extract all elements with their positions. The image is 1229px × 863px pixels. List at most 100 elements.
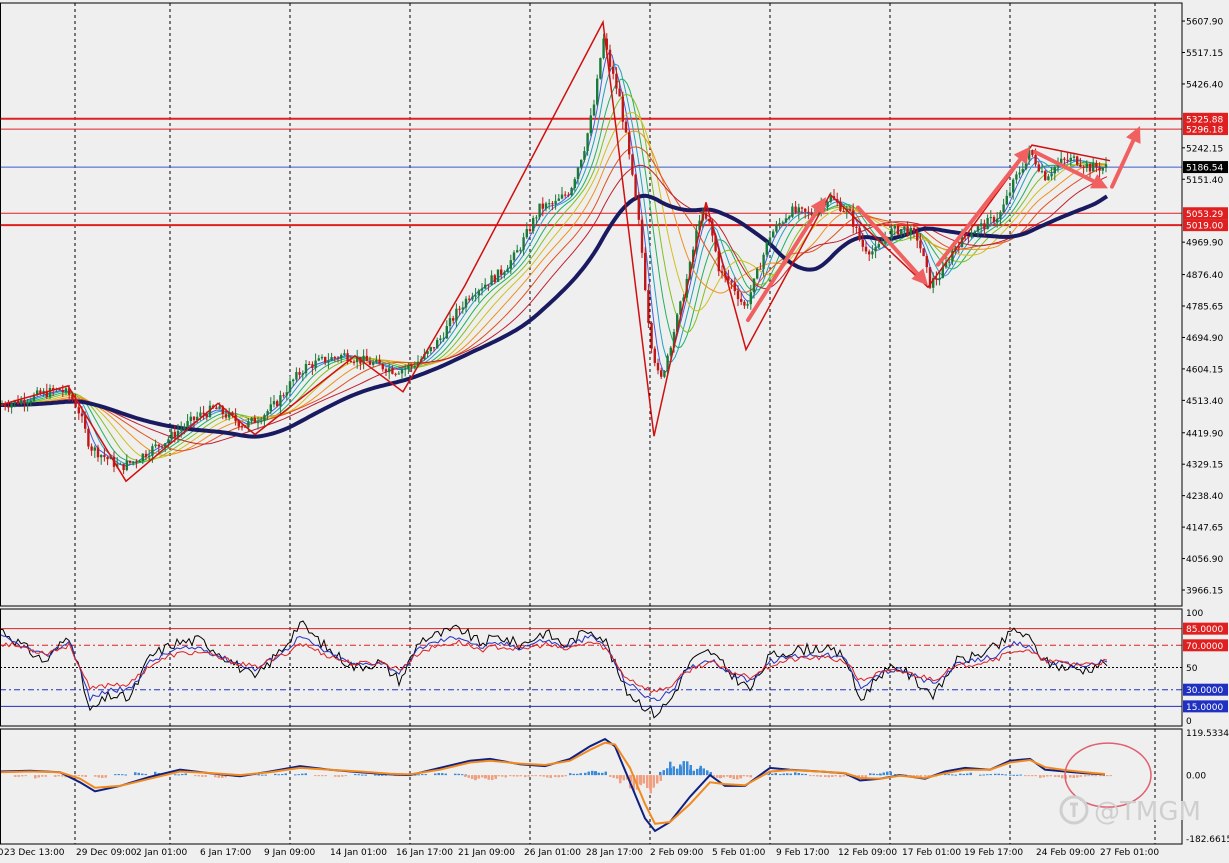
candle-body	[240, 426, 244, 428]
macd-histogram-bar	[649, 775, 652, 790]
time-label: 2 Feb 09:00	[650, 848, 704, 858]
rsi-scale-label: 0	[1186, 717, 1192, 727]
candle-body	[80, 413, 84, 417]
macd-histogram-bar	[564, 775, 567, 777]
macd-histogram-bar	[174, 774, 177, 776]
candle-body	[695, 230, 698, 250]
macd-histogram-bar	[141, 773, 144, 776]
candle-body	[308, 364, 311, 366]
candle-body	[810, 212, 813, 215]
candle-body	[644, 252, 647, 290]
macd-histogram-bar	[221, 775, 224, 778]
rsi-level-label: 85.0000	[1186, 625, 1223, 635]
candle-body	[538, 203, 541, 218]
candle-body	[756, 268, 759, 279]
candle-body	[624, 121, 628, 133]
projection-arrow-head	[911, 268, 928, 286]
candle-body	[340, 355, 343, 359]
candle-body	[352, 361, 356, 363]
macd-histogram-bar	[736, 775, 739, 780]
macd-histogram-bar	[636, 775, 639, 790]
candle-body	[877, 244, 880, 248]
macd-histogram-bar	[729, 775, 732, 778]
time-label: 21 Jan 09:00	[458, 848, 515, 858]
macd-histogram-bar	[377, 774, 380, 776]
macd-histogram-bar	[304, 773, 307, 776]
candle-body	[327, 360, 330, 363]
time-label: 6 Jan 17:00	[200, 848, 252, 858]
price-level-tag	[1183, 207, 1228, 220]
candle-body	[570, 188, 573, 196]
macd-histogram-bar	[554, 775, 557, 778]
candle-body	[388, 368, 391, 373]
macd-histogram-bar	[584, 772, 587, 776]
candle-body	[330, 357, 333, 361]
macd-histogram-bar	[609, 775, 612, 777]
candle-body	[1076, 156, 1079, 165]
macd-histogram-bar	[1087, 775, 1090, 777]
candle-body	[368, 361, 372, 365]
macd-histogram-bar	[181, 773, 184, 776]
candle-body	[202, 412, 205, 415]
macd-histogram-bar	[217, 775, 220, 778]
macd-histogram-bar	[531, 775, 534, 777]
price-tick-label: 4329.15	[1186, 461, 1223, 471]
candle-body	[484, 284, 487, 289]
macd-histogram-bar	[324, 775, 327, 777]
candle-body	[493, 275, 496, 282]
candle-body	[36, 390, 39, 395]
time-label: 2 Jan 01:00	[136, 848, 188, 858]
macd-histogram-bar	[1109, 775, 1112, 777]
candle-body	[208, 405, 212, 417]
macd-histogram-bar	[912, 775, 915, 777]
macd-histogram-bar	[579, 773, 582, 776]
macd-histogram-bar	[746, 775, 749, 777]
macd-histogram-bar	[944, 774, 947, 776]
candle-body	[1018, 172, 1021, 175]
candle-body	[503, 272, 506, 275]
macd-histogram-bar	[57, 775, 60, 777]
macd-histogram-bar	[989, 774, 992, 776]
candle-body	[356, 357, 359, 363]
candle-body	[96, 447, 100, 458]
macd-histogram-bar	[666, 768, 669, 776]
projection-arrow-shaft	[1033, 150, 1096, 184]
macd-histogram-bar	[1001, 774, 1004, 776]
macd-histogram-bar	[947, 774, 950, 776]
macd-histogram-bar	[1009, 774, 1012, 776]
candle-body	[61, 390, 64, 392]
candle-body	[391, 368, 394, 374]
candle-body	[1021, 169, 1024, 173]
macd-histogram-bar	[512, 775, 515, 777]
candle-body	[381, 363, 384, 370]
candle-body	[682, 297, 685, 302]
candle-body	[506, 268, 509, 273]
candle-body	[768, 237, 772, 243]
candle-body	[1008, 192, 1012, 196]
candle-body	[634, 174, 637, 199]
candle-body	[660, 370, 663, 377]
macd-histogram-bar	[317, 775, 320, 777]
candle-body	[826, 201, 829, 208]
candle-body	[84, 416, 87, 429]
macd-histogram-bar	[774, 772, 777, 776]
macd-histogram-bar	[474, 775, 477, 781]
candle-body	[144, 453, 148, 457]
macd-histogram-bar	[274, 773, 277, 776]
macd-histogram-bar	[154, 771, 157, 776]
candle-body	[1060, 158, 1063, 164]
candle-body	[404, 368, 407, 370]
candle-body	[522, 237, 525, 250]
candle-body	[64, 388, 68, 392]
macd-histogram-bar	[959, 773, 962, 776]
candle-body	[167, 439, 170, 444]
macd-histogram-bar	[414, 774, 417, 776]
candle-body	[676, 314, 679, 332]
macd-histogram-bar	[1031, 775, 1034, 777]
candle-body	[477, 290, 480, 296]
candle-body	[487, 284, 490, 286]
macd-histogram-bar	[692, 770, 695, 776]
candle-body	[1015, 174, 1018, 180]
macd-histogram-bar	[969, 772, 972, 776]
